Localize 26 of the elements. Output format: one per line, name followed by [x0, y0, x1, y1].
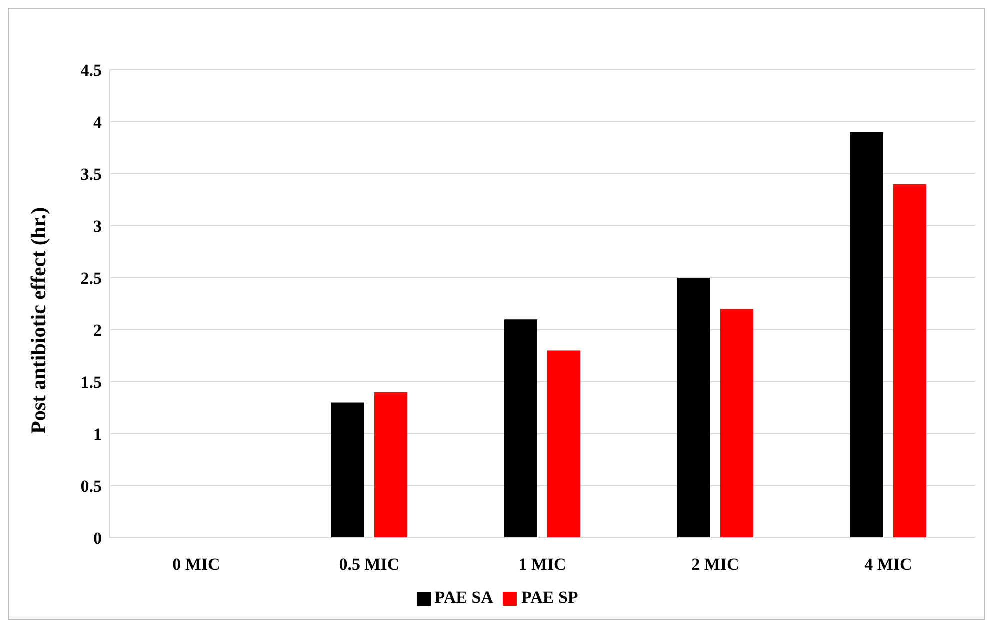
y-tick-label: 3.5 — [80, 165, 102, 184]
bar — [893, 184, 926, 538]
legend-label: PAE SP — [521, 588, 578, 607]
legend-label: PAE SA — [434, 588, 494, 607]
bar — [547, 350, 580, 538]
y-axis-title: Post antibiotic effect (hr.) — [26, 207, 50, 434]
y-tick-label: 3 — [94, 217, 102, 236]
bar — [504, 320, 538, 538]
y-tick-label: 4.5 — [80, 61, 102, 80]
x-tick-label: 4 MIC — [864, 555, 912, 574]
y-tick-label: 2 — [94, 321, 102, 340]
x-tick-label: 2 MIC — [692, 555, 740, 574]
x-tick-label: 1 MIC — [518, 555, 566, 574]
bar — [720, 309, 754, 538]
x-tick-label: 0 MIC — [172, 555, 220, 574]
bar — [850, 132, 884, 538]
y-tick-label: 1 — [94, 425, 102, 444]
y-tick-label: 1.5 — [80, 373, 102, 392]
y-tick-label: 4 — [94, 113, 102, 132]
bar — [374, 392, 408, 538]
y-tick-label: 0 — [94, 529, 102, 548]
y-tick-label: 0.5 — [80, 477, 102, 496]
y-tick-label: 2.5 — [80, 269, 102, 288]
bar — [677, 278, 710, 538]
x-tick-label: 0.5 MIC — [339, 555, 400, 574]
bar — [331, 402, 364, 538]
